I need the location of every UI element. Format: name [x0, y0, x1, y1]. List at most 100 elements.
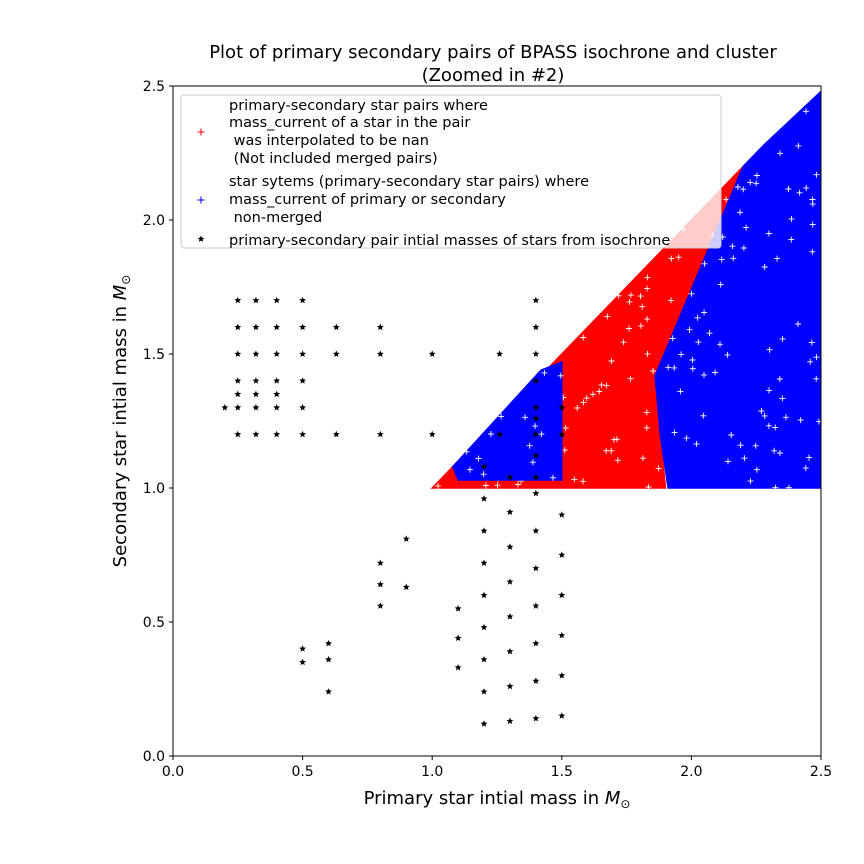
legend-nonmerged-line1: star sytems (primary-secondary star pair…: [229, 174, 589, 190]
isochrone-point-54: [558, 511, 566, 518]
isochrone-point-80: [454, 634, 462, 641]
isochrone-point-83: [402, 583, 410, 591]
isochrone-point-4: [234, 323, 242, 331]
legend-nan-line1: primary-secondary star pairs where: [229, 98, 488, 114]
series-1-region-1-marker-texture: [665, 108, 821, 491]
isochrone-point-15: [376, 350, 384, 357]
series-1-region-1: [654, 90, 821, 491]
chart-title-line2: (Zoomed in #2): [422, 65, 565, 86]
y-tick-label-0: 0.0: [143, 749, 165, 765]
legend-marker-red-plus: [197, 128, 205, 136]
legend-isochrone-line1: primary-secondary pair intial masses of …: [229, 233, 670, 249]
series-1-region-0-marker-texture: [463, 369, 564, 481]
legend-nonmerged-line2: mass_current of primary or secondary: [229, 192, 506, 208]
legend: primary-secondary star pairs where mass_…: [180, 94, 722, 249]
isochrone-point-35: [376, 430, 384, 438]
isochrone-point-3: [299, 296, 307, 304]
isochrone-point-1: [252, 296, 260, 304]
isochrone-point-30: [234, 430, 242, 438]
legend-nonmerged-line3: non-merged: [229, 210, 322, 226]
isochrone-point-81: [454, 663, 462, 671]
legend-marker-blue-plus: [197, 196, 205, 204]
isochrone-point-29: [299, 404, 307, 411]
isochrone-point-51: [480, 495, 488, 502]
isochrone-point-46: [558, 404, 566, 411]
isochrone-point-91: [299, 658, 307, 666]
isochrone-point-70: [480, 655, 488, 663]
isochrone-point-72: [558, 672, 566, 679]
isochrone-point-42: [532, 404, 540, 411]
x-axis-unit: M: [605, 788, 621, 809]
isochrone-point-31: [252, 430, 260, 438]
isochrone-point-59: [480, 559, 488, 566]
isochrone-point-47: [558, 430, 566, 438]
isochrone-point-44: [532, 430, 540, 438]
isochrone-point-22: [234, 390, 242, 398]
legend-nan-line3: was interpolated to be nan: [229, 133, 429, 149]
y-tick-label-4: 2.0: [143, 213, 165, 229]
isochrone-point-14: [332, 350, 340, 357]
isochrone-point-32: [273, 430, 281, 438]
y-tick-label-3: 1.5: [143, 347, 165, 363]
isochrone-point-38: [532, 296, 540, 304]
legend-entry-non-merged: star sytems (primary-secondary star pair…: [197, 174, 589, 226]
isochrone-point-48: [480, 462, 488, 470]
y-axis-label: Secondary star intial mass in M⊙: [110, 275, 133, 568]
isochrone-point-18: [234, 377, 242, 384]
isochrone-point-43: [532, 414, 540, 422]
isochrone-point-67: [532, 639, 540, 647]
isochrone-point-11: [252, 350, 260, 357]
isochrone-point-8: [332, 323, 340, 331]
isochrone-point-88: [325, 655, 332, 663]
isochrone-point-40: [532, 350, 540, 357]
series-1-region-0-area: [452, 360, 563, 481]
isochrone-point-57: [506, 543, 514, 550]
isochrone-point-21: [299, 377, 307, 384]
isochrone-point-19: [252, 377, 260, 384]
isochrone-point-10: [234, 350, 242, 357]
y-tick-label-5: 2.5: [143, 79, 165, 95]
isochrone-point-79: [454, 605, 462, 612]
isochrone-point-58: [558, 551, 566, 558]
isochrone-point-53: [506, 508, 514, 516]
isochrone-point-82: [402, 535, 410, 542]
isochrone-point-12: [273, 350, 281, 357]
x-tick-label-4: 2.0: [680, 764, 702, 780]
legend-entry-nan-pairs: primary-secondary star pairs where mass_…: [197, 98, 488, 167]
isochrone-point-66: [480, 623, 488, 631]
y-tick-label-2: 1.0: [143, 481, 165, 497]
x-tick-label-5: 2.5: [810, 764, 832, 780]
isochrone-point-64: [558, 591, 566, 599]
legend-entry-isochrone: primary-secondary pair intial masses of …: [197, 233, 670, 249]
y-tick-label-1: 0.5: [143, 615, 165, 631]
isochrone-point-77: [506, 717, 514, 725]
isochrone-point-13: [299, 350, 307, 357]
isochrone-point-86: [376, 602, 384, 609]
legend-marker-black-star: [197, 235, 205, 242]
isochrone-point-68: [558, 631, 566, 639]
x-axis-label-text: Primary star intial mass in: [364, 788, 600, 809]
isochrone-point-61: [506, 578, 514, 585]
isochrone-point-34: [332, 430, 340, 438]
mass-pair-regions: [430, 90, 821, 491]
isochrone-point-90: [299, 645, 307, 652]
isochrone-point-85: [376, 580, 384, 588]
chart-title-line1: Plot of primary secondary pairs of BPASS…: [209, 42, 777, 63]
isochrone-point-24: [273, 390, 281, 398]
x-tick-label-1: 0.5: [291, 764, 313, 780]
isochrone-point-5: [252, 323, 260, 331]
isochrone-point-37: [496, 430, 504, 438]
series-1-region-1-area: [654, 90, 821, 489]
legend-nan-line2: mass_current of a star in the pair: [229, 115, 470, 131]
plot-frame: [172, 85, 822, 757]
isochrone-point-60: [532, 564, 540, 572]
isochrone-point-71: [532, 677, 540, 684]
isochrone-point-74: [480, 688, 488, 695]
isochrone-point-25: [221, 404, 229, 411]
legend-nan-line4: (Not included merged pairs): [229, 151, 438, 167]
isochrone-point-55: [480, 527, 488, 534]
isochrone-points: [221, 296, 566, 727]
isochrone-point-45: [532, 452, 540, 459]
isochrone-point-49: [506, 473, 514, 481]
